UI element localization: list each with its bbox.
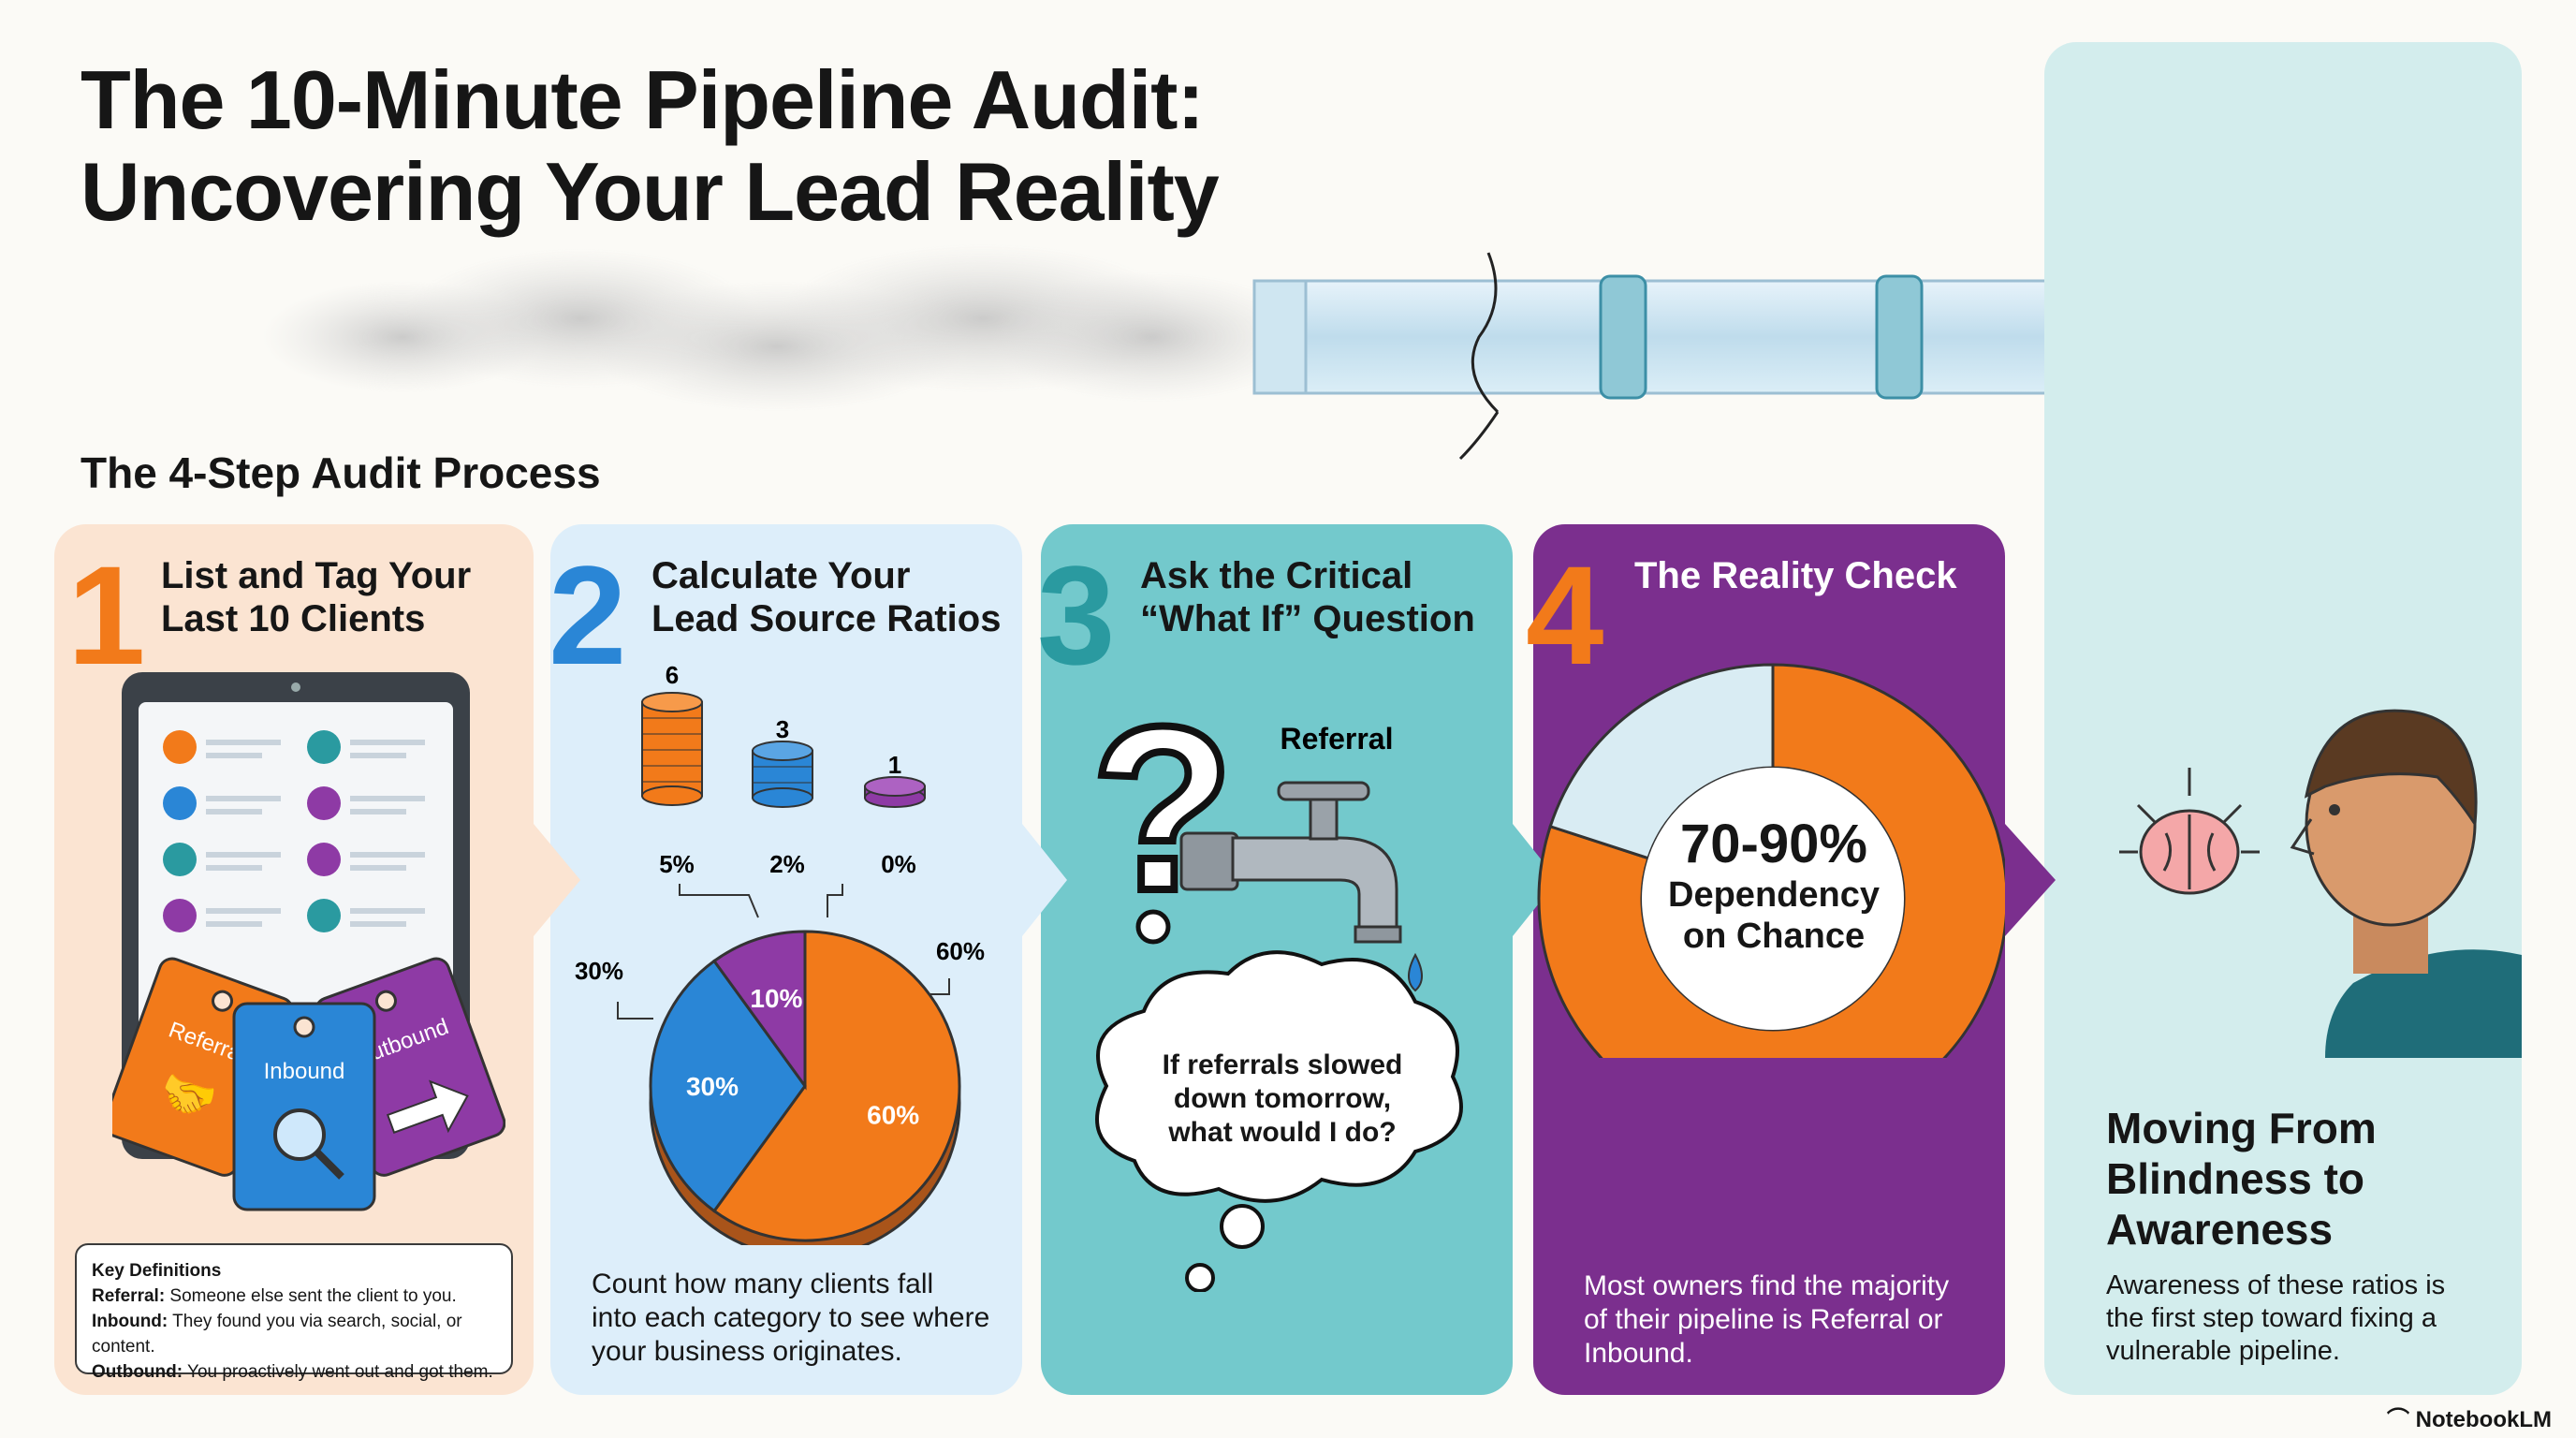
final-title: Moving From Blindness to Awareness [2106, 1104, 2377, 1254]
arrow-right-icon [1513, 824, 1558, 936]
svg-text:?: ? [1091, 693, 1235, 939]
pie-slice-referral [711, 930, 961, 1242]
lead-source-pie: 60% 30% 10% [649, 930, 961, 1245]
definition-inbound: Inbound: They found you via search, soci… [92, 1312, 462, 1357]
thought-bubble [1095, 950, 1463, 1203]
title-line-2: Uncovering Your Lead Reality [80, 145, 1220, 238]
lead-source-visual: 6 3 1 5% 2% 0% 30% 60% 60% 30% 10% [575, 661, 985, 1245]
pie-slice-label: 60% [867, 1101, 919, 1130]
pie-slice-label: 30% [686, 1072, 739, 1101]
step-2-number: 2 [549, 536, 627, 694]
step-1-title: List and Tag Your Last 10 Clients [161, 555, 472, 639]
pie-slice-label: 10% [750, 984, 802, 1013]
inbound-tag-label: Inbound [264, 1059, 345, 1084]
faucet-visual: ? Referral [1088, 693, 1463, 1292]
step-2-description: Count how many clients fall into each ca… [592, 1269, 990, 1367]
person-icon [2290, 709, 2522, 1058]
page-title: The 10-Minute Pipeline Audit: Uncovering… [80, 54, 1391, 238]
title-line-1: The 10-Minute Pipeline Audit: [80, 53, 1205, 146]
magnifier-icon [273, 1108, 344, 1180]
step-2-title: Calculate Your Lead Source Ratios [651, 555, 1002, 639]
coin-stack-blue [752, 741, 813, 808]
pie-slice-inbound [649, 959, 807, 1213]
coin-percent-label: 2% [769, 850, 805, 878]
coin-count-label: 3 [776, 715, 789, 743]
arrow-right-icon [386, 1079, 469, 1135]
thought-bubble-text: If referrals slowed down tomorrow, what … [1162, 1049, 1403, 1148]
step-4-number: 4 [1526, 536, 1604, 694]
coin-percent-label: 0% [881, 850, 916, 878]
water-drop-icon [1408, 952, 1423, 992]
arrow-right-icon [1022, 824, 1067, 936]
key-definitions-box: Key Definitions Referral: Someone else s… [75, 1243, 513, 1382]
tablet-client-list: Referral 🤝 Outbound Inbound [112, 672, 505, 1211]
final-description: Awareness of these ratios is the first s… [2106, 1270, 2446, 1366]
faucet-label: Referral [1281, 722, 1394, 756]
coin-percent-label: 5% [659, 850, 695, 878]
pie-callout-label: 60% [936, 937, 985, 965]
step-4-description: Most owners find the majority of their p… [1584, 1270, 1950, 1369]
definition-referral: Referral: Someone else sent the client t… [92, 1286, 457, 1306]
step-1-number: 1 [67, 536, 146, 694]
faucet-icon [1179, 781, 1402, 944]
pie-callout-label: 30% [575, 957, 623, 985]
question-mark-icon: ? [1088, 693, 1238, 943]
arrow-right-icon [534, 824, 580, 936]
definition-outbound: Outbound: You proactively went out and g… [92, 1362, 493, 1382]
coin-stack-orange [641, 692, 703, 806]
step-4-title: The Reality Check [1634, 555, 1957, 596]
section-subtitle: The 4-Step Audit Process [80, 448, 601, 497]
avatar-icon [163, 730, 425, 932]
coin-count-label: 1 [888, 751, 901, 779]
donut-segment-1 [1548, 663, 1775, 860]
step-3-number: 3 [1037, 536, 1116, 694]
pie-slice-outbound [711, 930, 807, 1091]
arrow-right-icon [2005, 824, 2056, 936]
notebook-logo-icon: ⌒ [2387, 1407, 2416, 1432]
donut-center-label: 70-90% Dependency on Chance [1668, 814, 1880, 957]
reality-donut [1537, 663, 2005, 1058]
definitions-heading: Key Definitions [92, 1261, 222, 1281]
inbound-tag: Inbound [232, 1002, 376, 1211]
brand-label: ⌒ NotebookLM [2387, 1407, 2552, 1432]
coin-stack-purple [864, 776, 926, 808]
step-3-title: Ask the Critical “What If” Question [1140, 555, 1475, 639]
final-panel [2044, 42, 2522, 1395]
coin-count-label: 6 [666, 661, 679, 689]
brain-icon [2119, 768, 2260, 895]
smoke-cloud [262, 243, 1310, 412]
person-illustration [2119, 709, 2522, 1058]
